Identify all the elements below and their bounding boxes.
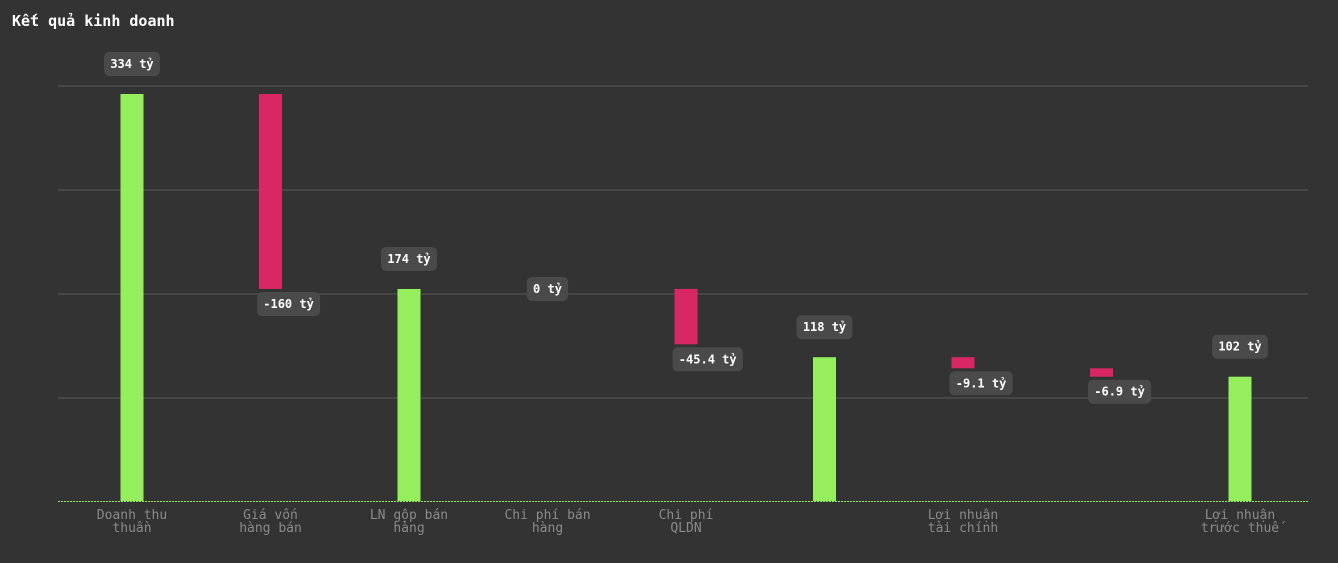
x-tick-label-4-1: QLDN: [670, 521, 701, 536]
x-tick-label-6-1: tài chính: [928, 521, 998, 536]
x-tick-label-0-1: thuần: [112, 521, 151, 536]
data-label-bg-1: [257, 291, 321, 316]
total-bar-2: [397, 288, 421, 501]
data-label-bg-3: [526, 276, 569, 301]
x-tick-label-8-1: trước thuế: [1201, 521, 1286, 536]
data-label-8: 102 tỷ: [1218, 340, 1261, 354]
x-tick-label-0-0: Doanh thu: [97, 508, 167, 523]
x-tick-label-1-1: hàng bán: [239, 521, 302, 536]
delta-bar-4: [674, 288, 698, 345]
chart-title: Kết quả kinh doanh: [12, 12, 175, 30]
x-tick-label-1-0: Giá vốn: [243, 508, 298, 523]
data-label-bg-4: [672, 347, 743, 372]
data-label-bg-8: [1212, 334, 1268, 359]
data-label-3: 0 tỷ: [533, 282, 562, 296]
x-tick-label-2-0: LN gộp bán: [370, 508, 448, 523]
data-label-5: 118 tỷ: [803, 320, 846, 334]
x-tick-label-3-0: Chi phí bán: [504, 508, 590, 523]
data-label-bg-7: [1088, 379, 1152, 404]
x-tick-label-4-0: Chi phí: [659, 508, 714, 523]
data-label-bg-0: [104, 52, 160, 76]
delta-bar-6: [951, 357, 975, 369]
data-label-6: -9.1 tỷ: [956, 376, 1007, 390]
data-label-bg-5: [796, 315, 853, 340]
data-label-1: -160 tỷ: [263, 297, 314, 311]
total-bar-0: [120, 94, 144, 501]
delta-bar-7: [1090, 368, 1113, 377]
data-label-bg-6: [949, 371, 1013, 396]
data-label-4: -45.4 tỷ: [679, 352, 737, 366]
data-label-2: 174 tỷ: [387, 252, 430, 266]
x-tick-label-2-1: hàng: [393, 521, 424, 536]
x-tick-label-8-0: Lợi nhuận: [1205, 508, 1275, 523]
x-tick-label-6-0: Lợi nhuận: [928, 508, 998, 523]
data-label-bg-2: [381, 246, 437, 271]
total-bar-8: [1228, 376, 1252, 501]
delta-bar-1: [259, 94, 282, 289]
data-label-7: -6.9 tỷ: [1094, 385, 1145, 399]
total-bar-5: [813, 357, 836, 501]
data-label-0: 334 tỷ: [110, 57, 153, 71]
x-tick-label-3-1: hàng: [532, 521, 563, 536]
